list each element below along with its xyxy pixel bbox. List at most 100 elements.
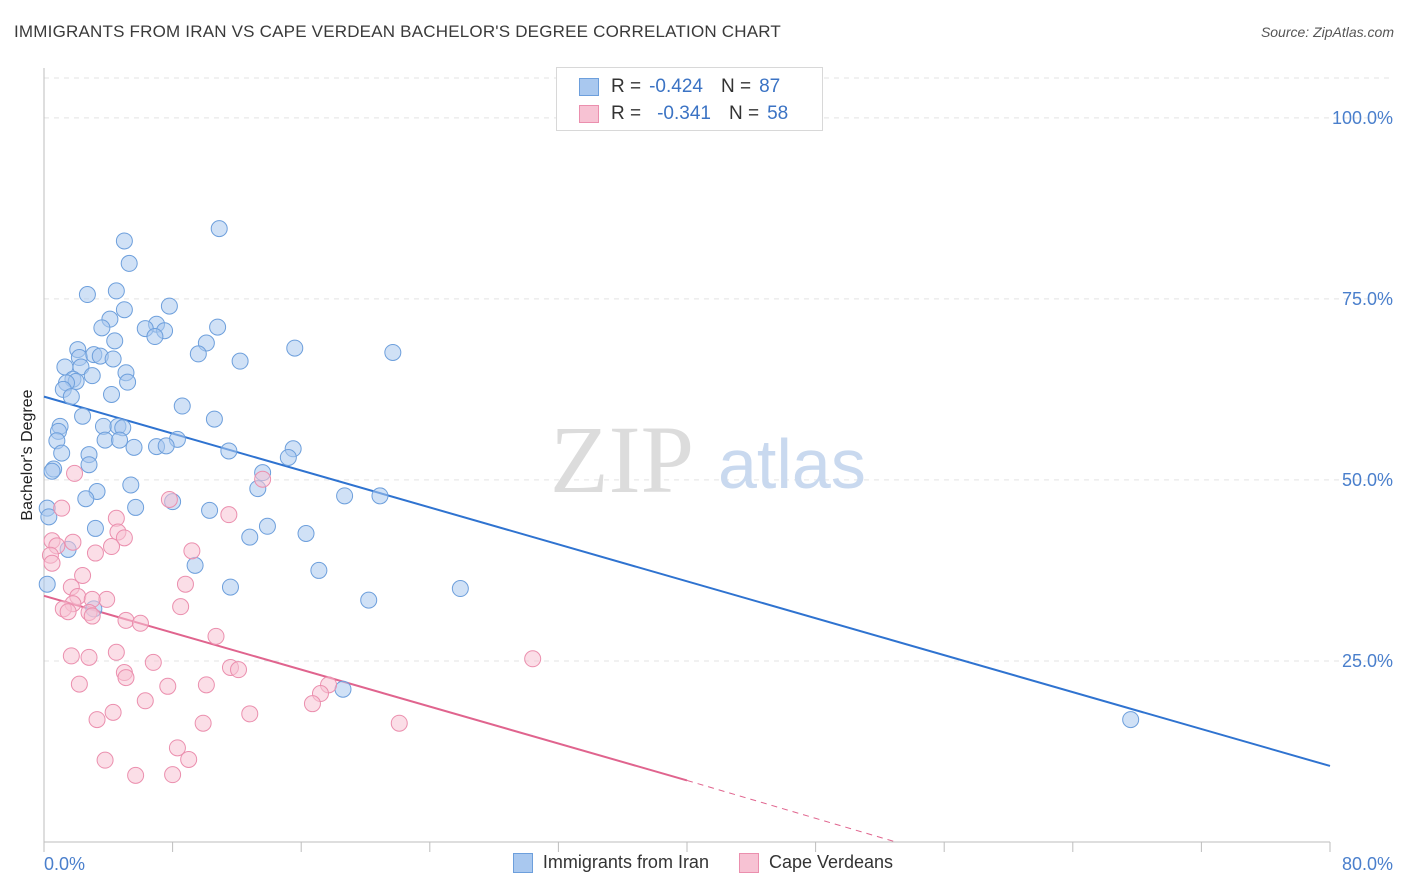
cape-verdean-point: [524, 650, 542, 668]
cape-verdean-point: [176, 575, 194, 593]
cape-verdean-point: [127, 766, 145, 784]
cape-verdean-point: [160, 490, 178, 508]
iran-point: [209, 318, 227, 336]
legend-item-cape-verdeans[interactable]: Cape Verdeans: [738, 852, 894, 873]
iran-trend-line: [43, 395, 1331, 767]
iran-point: [173, 397, 191, 415]
cape-verdean-point: [241, 705, 259, 723]
legend-item-iran[interactable]: Immigrants from Iran: [512, 852, 709, 873]
iran-point: [96, 431, 114, 449]
cape-verdean-point: [107, 643, 125, 661]
cape-verdean-point: [103, 538, 121, 556]
data-points: [38, 220, 1140, 784]
iran-point: [334, 680, 352, 698]
legend-swatch-pink: [579, 105, 599, 123]
iran-point: [74, 407, 92, 425]
cape-verdean-point: [117, 669, 135, 687]
iran-point: [221, 578, 239, 596]
iran-point: [279, 448, 297, 466]
y-axis-label: Bachelor's Degree: [19, 389, 36, 521]
cape-verdean-point: [74, 567, 92, 585]
cape-verdean-trend-line: [43, 594, 688, 782]
trend-lines: [43, 395, 1331, 843]
cape-verdean-point: [59, 603, 77, 621]
iran-point: [384, 343, 402, 361]
cape-verdean-point: [53, 499, 71, 517]
iran-point: [115, 232, 133, 250]
legend-label-cape-verdeans: Cape Verdeans: [768, 852, 894, 872]
cape-verdean-point: [180, 750, 198, 768]
iran-point: [336, 487, 354, 505]
iran-point: [210, 220, 228, 238]
iran-point: [104, 350, 122, 368]
iran-point: [78, 286, 96, 304]
y-tick-label: 100.0%: [1332, 108, 1393, 128]
x-tick-label: 80.0%: [1342, 854, 1393, 874]
iran-point: [106, 332, 124, 350]
tick-labels: 25.0% 50.0% 75.0% 100.0% 0.0% 80.0%: [44, 108, 1393, 874]
iran-point: [111, 431, 129, 449]
iran-point: [189, 345, 207, 363]
iran-point: [86, 519, 104, 537]
cape-verdean-point: [168, 739, 186, 757]
cape-verdean-point: [144, 653, 162, 671]
cape-verdean-point: [98, 590, 116, 608]
iran-point: [157, 437, 175, 455]
iran-point: [122, 476, 140, 494]
watermark: ZIP atlas: [550, 406, 866, 513]
iran-point: [38, 575, 56, 593]
iran-point: [120, 254, 138, 272]
legend-row-iran: R = -0.424 N = 87: [579, 75, 798, 99]
iran-point: [220, 442, 238, 460]
y-tick-label: 25.0%: [1342, 651, 1393, 671]
iran-point: [231, 352, 249, 370]
iran-point: [127, 498, 145, 516]
iran-point: [201, 501, 219, 519]
iran-point: [103, 385, 121, 403]
iran-point: [93, 319, 111, 337]
iran-point: [80, 456, 98, 474]
iran-point: [40, 508, 58, 526]
cape-verdean-point: [159, 677, 177, 695]
legend-swatch-pink: [738, 852, 759, 873]
iran-point: [125, 438, 143, 456]
iran-point: [146, 328, 164, 346]
watermark-atlas: atlas: [718, 425, 866, 503]
legend-n-label: N =: [720, 76, 752, 97]
iran-point: [286, 339, 304, 357]
legend-n-label: N =: [728, 103, 760, 124]
cape-verdean-point: [220, 506, 238, 524]
iran-point: [360, 591, 378, 609]
cape-verdean-point: [64, 533, 82, 551]
cape-verdean-trend-extension: [686, 779, 897, 843]
cape-verdean-point: [62, 647, 80, 665]
iran-point: [310, 561, 328, 579]
cape-verdean-point: [96, 751, 114, 769]
cape-verdean-point: [80, 648, 98, 666]
iran-point: [62, 388, 80, 406]
legend-swatch-blue: [579, 78, 599, 96]
cape-verdean-point: [230, 661, 248, 679]
cape-verdean-point: [115, 529, 133, 547]
iran-point: [119, 373, 137, 391]
iran-point: [53, 444, 71, 462]
iran-point: [258, 517, 276, 535]
legend-swatch-blue: [512, 852, 533, 873]
legend-label-iran: Immigrants from Iran: [542, 852, 709, 872]
cape-verdean-point: [136, 692, 154, 710]
iran-point: [241, 528, 259, 546]
iran-point: [371, 487, 389, 505]
iran-point: [451, 580, 469, 598]
cape-verdean-point: [183, 542, 201, 560]
legend-n-value: 87: [759, 76, 781, 97]
legend-r-label: R =: [611, 103, 642, 124]
legend-r-value: -0.424: [649, 76, 703, 97]
series-legend: Immigrants from Iran Cape Verdeans: [0, 852, 1406, 873]
legend-n-value: 58: [767, 103, 789, 124]
cape-verdean-point: [66, 464, 84, 482]
cape-verdean-point: [194, 714, 212, 732]
iran-point: [160, 297, 178, 315]
legend-r-value: -0.341: [657, 103, 711, 124]
cape-verdean-point: [254, 470, 272, 488]
